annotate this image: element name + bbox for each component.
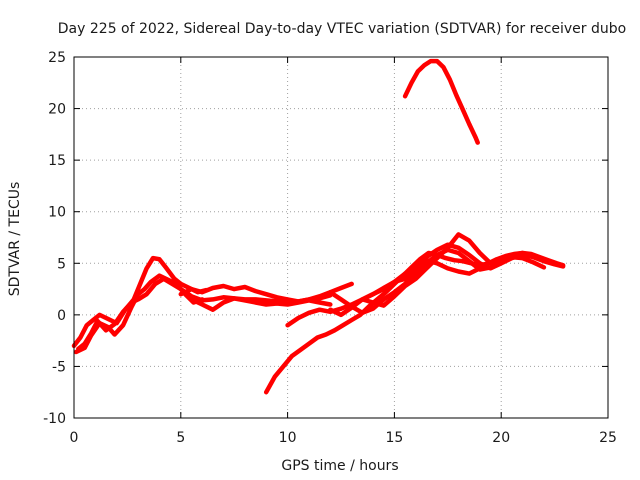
x-tick-label: 5 bbox=[176, 430, 185, 446]
series-line-arc-5 bbox=[189, 296, 333, 312]
x-tick-label: 0 bbox=[70, 430, 79, 446]
y-tick-label: 15 bbox=[48, 153, 66, 169]
y-tick-label: 10 bbox=[48, 205, 66, 221]
tick-labels: 0 5 10 15 20 25 -10 -5 0 5 10 15 20 25 bbox=[43, 50, 617, 446]
series-line-arc-4 bbox=[178, 281, 354, 304]
chart-title: Day 225 of 2022, Sidereal Day-to-day VTE… bbox=[58, 21, 626, 37]
y-axis-title: SDTVAR / TECUs bbox=[7, 182, 23, 297]
x-axis-title: GPS time / hours bbox=[281, 458, 398, 474]
ticks bbox=[73, 56, 609, 419]
x-tick-label: 20 bbox=[492, 430, 510, 446]
series-line-arc-1 bbox=[71, 255, 209, 349]
x-tick-label: 25 bbox=[599, 430, 617, 446]
y-tick-label: 0 bbox=[57, 308, 66, 324]
series-line-arc-10 bbox=[360, 257, 483, 302]
y-tick-label: 20 bbox=[48, 102, 66, 118]
plot-frame bbox=[73, 56, 609, 419]
y-tick-label: -5 bbox=[52, 359, 66, 375]
series-line-arc-11 bbox=[402, 58, 480, 145]
series-group bbox=[71, 58, 566, 395]
x-tick-label: 10 bbox=[279, 430, 297, 446]
x-tick-label: 15 bbox=[385, 430, 403, 446]
y-tick-label: -10 bbox=[43, 411, 66, 427]
y-tick-label: 25 bbox=[48, 50, 66, 66]
y-tick-label: 5 bbox=[57, 256, 66, 272]
